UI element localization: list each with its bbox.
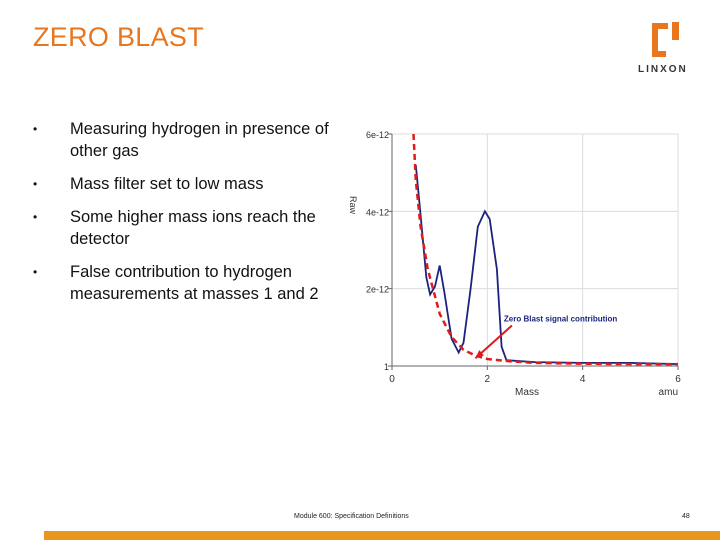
x-tick-label: 6 [675,374,681,385]
bullet-text: Measuring hydrogen in presence of other … [70,120,329,160]
x-tick-label: 2 [485,374,491,385]
y-tick-label: 4e-12 [366,207,389,217]
bullet-list: • Measuring hydrogen in presence of other… [33,118,343,316]
page-number: 48 [682,513,690,520]
slide-title: ZERO BLAST [33,22,205,52]
spectrum-line [414,164,679,365]
zero-blast-curve [412,133,678,366]
bullet-item: • Measuring hydrogen in presence of other… [33,120,329,160]
linxon-logo-icon [652,22,679,57]
bullet-item: • Mass filter set to low mass [33,175,264,193]
annotation-arrowhead [475,350,484,359]
y-tick-label: 6e-12 [366,130,389,140]
footer-bar [44,531,720,540]
y-axis-label: Raw [348,196,358,215]
x-axis-unit: amu [659,387,678,398]
annotation-text: Zero Blast signal contribution [504,314,617,323]
x-axis-label: Mass [515,387,539,398]
logo-text: LINXON [638,64,688,75]
footer-text: Module 600: Specification Definitions [294,513,409,520]
bullet-item: • False contribution to hydrogen measurem… [33,263,319,303]
linxon-logo [636,18,698,76]
bullet-text: False contribution to hydrogen measureme… [70,263,319,303]
mass-spectrum-chart: 0 2 4 6 1 2e-12 4e-12 6e-12 Zero Blast signal co… [348,130,681,398]
x-tick-label: 0 [389,374,395,385]
plot-area [391,133,679,367]
bullet-text: Mass filter set to low mass [70,175,264,193]
bullet-text: Some higher mass ions reach the detector [70,208,316,248]
x-tick-label: 4 [580,374,586,385]
bullet-item: • Some higher mass ions reach the detecto… [33,208,316,248]
y-tick-label: 2e-12 [366,285,389,295]
y-tick-label: 1 [384,362,389,372]
